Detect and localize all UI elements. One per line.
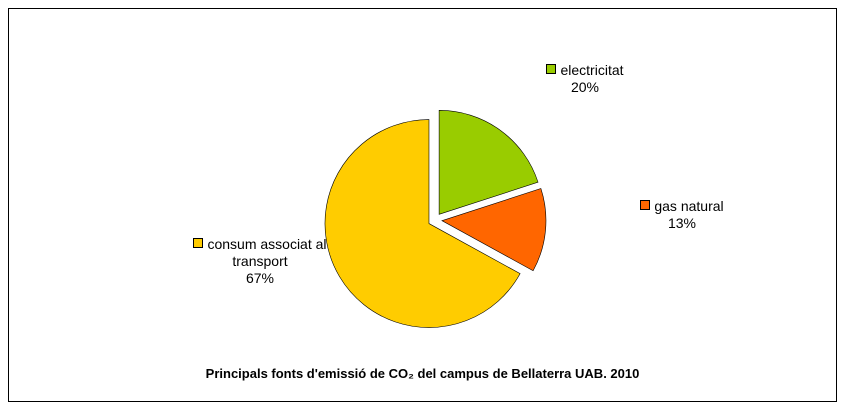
- value-label: 67%: [245, 270, 275, 286]
- legend-swatch: [193, 238, 204, 248]
- chart-title: Principals fonts d'emissió de CO₂ del ca…: [205, 366, 640, 381]
- slice-label: consum associat al transport 67%: [190, 236, 330, 287]
- category-label: consum associat al transport: [207, 236, 327, 269]
- pie-slice: [324, 119, 521, 328]
- slice-label-name: consum associat al transport: [190, 236, 330, 270]
- pie-slice: [438, 110, 539, 215]
- pie-slice: [441, 188, 547, 272]
- chart-frame: [8, 8, 837, 402]
- legend-swatch: [546, 64, 557, 74]
- category-label: electricitat: [560, 62, 624, 78]
- slice-label-name: electricitat: [520, 62, 650, 79]
- legend-swatch: [640, 200, 651, 210]
- slice-label-name: gas natural: [612, 198, 752, 215]
- value-label: 13%: [667, 215, 697, 231]
- slice-label: gas natural 13%: [612, 198, 752, 232]
- category-label: gas natural: [654, 198, 724, 214]
- value-label: 20%: [570, 79, 600, 95]
- slice-label: electricitat 20%: [520, 62, 650, 96]
